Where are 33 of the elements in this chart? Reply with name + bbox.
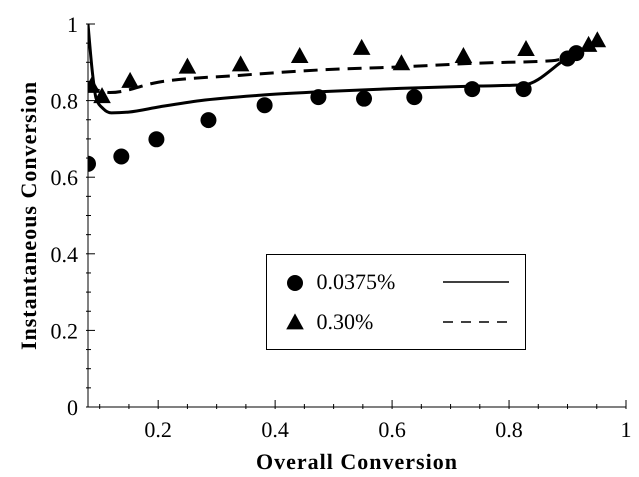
point xyxy=(113,148,130,165)
x-tick-label: 0.8 xyxy=(495,417,523,442)
legend-label: 0.0375% xyxy=(316,268,396,295)
point xyxy=(256,97,273,114)
point xyxy=(148,131,164,148)
point xyxy=(392,54,410,70)
point xyxy=(517,40,535,56)
x-tick-label: 0.2 xyxy=(144,417,172,442)
point xyxy=(290,46,308,63)
y-tick-label: 0 xyxy=(67,395,78,420)
point xyxy=(454,46,472,63)
y-axis-title: Instantaneous Conversion xyxy=(16,80,41,350)
y-tick-label: 0.6 xyxy=(50,165,78,190)
point xyxy=(310,89,326,106)
x-tick-label: 0.4 xyxy=(261,417,289,442)
point xyxy=(93,87,111,104)
point xyxy=(178,58,196,74)
x-tick-label: 1 xyxy=(620,417,632,442)
y-tick-label: 0.8 xyxy=(50,88,78,114)
point xyxy=(356,90,372,107)
x-tick-label: 0.6 xyxy=(378,417,406,442)
point xyxy=(232,55,250,72)
legend-label: 0.30% xyxy=(316,308,374,335)
y-tick-label: 0.4 xyxy=(50,242,78,267)
point xyxy=(121,72,139,88)
y-tick-label: 1 xyxy=(67,12,78,37)
point xyxy=(406,89,422,106)
point xyxy=(464,81,480,98)
point xyxy=(352,38,370,55)
point xyxy=(200,112,216,128)
x-axis-title: Overall Conversion xyxy=(256,449,458,474)
y-tick-label: 0.2 xyxy=(50,318,78,344)
point xyxy=(516,81,532,98)
